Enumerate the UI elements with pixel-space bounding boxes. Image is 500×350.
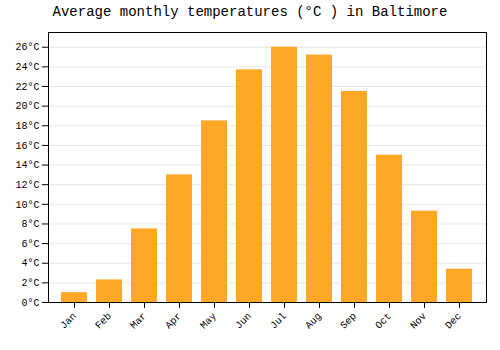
svg-text:24°C: 24°C bbox=[15, 62, 39, 73]
svg-text:0°C: 0°C bbox=[21, 298, 39, 309]
svg-text:10°C: 10°C bbox=[15, 200, 39, 211]
svg-text:4°C: 4°C bbox=[21, 258, 39, 269]
svg-text:14°C: 14°C bbox=[15, 160, 39, 171]
svg-text:20°C: 20°C bbox=[15, 101, 39, 112]
svg-text:Dec: Dec bbox=[443, 311, 464, 332]
html-text:Average monthly temperatures (: Average monthly temperatures (°C ) in Ba… bbox=[52, 4, 448, 20]
svg-text:22°C: 22°C bbox=[15, 82, 39, 93]
svg-text:18°C: 18°C bbox=[15, 121, 39, 132]
svg-text:Oct: Oct bbox=[373, 311, 394, 332]
svg-text:Nov: Nov bbox=[408, 311, 429, 332]
svg-text:6°C: 6°C bbox=[21, 239, 39, 250]
svg-text:Jan: Jan bbox=[58, 311, 79, 332]
svg-text:May: May bbox=[198, 311, 219, 332]
svg-text:26°C: 26°C bbox=[15, 42, 39, 53]
svg-text:12°C: 12°C bbox=[15, 180, 39, 191]
svg-text:Sep: Sep bbox=[338, 311, 359, 332]
svg-text:Apr: Apr bbox=[163, 311, 184, 332]
svg-text:16°C: 16°C bbox=[15, 141, 39, 152]
svg-text:Jun: Jun bbox=[233, 311, 254, 332]
svg-text:Aug: Aug bbox=[303, 311, 324, 332]
svg-text:8°C: 8°C bbox=[21, 219, 39, 230]
svg-text:Mar: Mar bbox=[128, 311, 149, 332]
svg-text:Feb: Feb bbox=[93, 311, 114, 332]
svg-text:2°C: 2°C bbox=[21, 278, 39, 289]
svg-text:Jul: Jul bbox=[268, 311, 289, 332]
